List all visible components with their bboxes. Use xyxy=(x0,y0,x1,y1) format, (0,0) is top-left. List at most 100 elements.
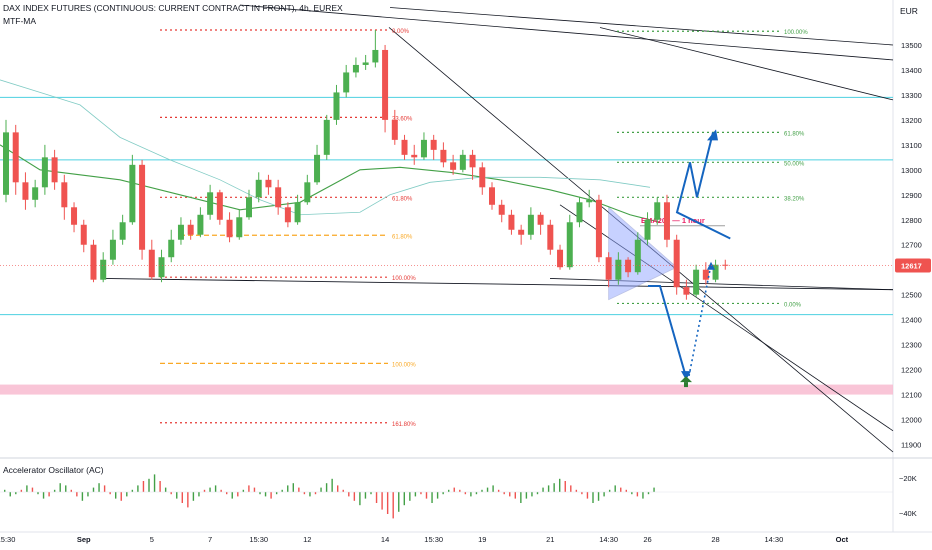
candle-body xyxy=(401,139,408,155)
candle-body xyxy=(80,224,87,245)
oscillator-bar xyxy=(15,492,17,495)
oscillator-bar xyxy=(92,487,95,492)
oscillator-label: Accelerator Oscillator (AC) xyxy=(3,465,104,475)
candle-body xyxy=(51,157,58,183)
fib-level-label: 100.00% xyxy=(392,276,416,282)
oscillator-bar xyxy=(370,492,372,495)
oscillator-bar xyxy=(181,492,183,503)
time-tick-label: 7 xyxy=(208,535,212,544)
projection-path-up xyxy=(675,132,731,240)
candle-body xyxy=(90,244,97,280)
candle-body xyxy=(41,157,48,188)
moving-average-line xyxy=(0,144,661,223)
price-tick-label: 13300 xyxy=(901,91,922,100)
candle-body xyxy=(420,139,427,158)
oscillator-bar xyxy=(81,492,84,501)
candle-body xyxy=(61,182,68,208)
oscillator-bar xyxy=(553,483,555,492)
oscillator-bar xyxy=(9,492,11,497)
price-tick-label: 12700 xyxy=(901,241,922,250)
candle-body xyxy=(663,202,670,240)
buy-marker-stem xyxy=(684,382,688,388)
oscillator-bar xyxy=(497,489,500,492)
candle-body xyxy=(459,154,466,170)
candle-body xyxy=(246,197,252,218)
oscillator-bar xyxy=(620,487,622,492)
oscillator-bar xyxy=(453,487,455,492)
price-tick-label: 13200 xyxy=(901,116,922,125)
oscillator-bar xyxy=(259,492,261,495)
candle-body xyxy=(566,222,573,268)
candle-body xyxy=(576,202,583,223)
oscillator-bar xyxy=(509,492,511,497)
oscillator-bar xyxy=(292,483,294,492)
oscillator-bar xyxy=(348,492,350,497)
oscillator-bar xyxy=(559,478,561,492)
candle-body xyxy=(197,214,204,235)
candle-body xyxy=(508,214,515,230)
time-tick-label: 21 xyxy=(546,535,554,544)
oscillator-bar xyxy=(270,492,272,499)
price-tick-label: 11900 xyxy=(901,441,921,450)
oscillator-bar xyxy=(597,492,600,501)
last-price-label: 12617 xyxy=(901,261,922,270)
oscillator-bar xyxy=(281,489,283,492)
oscillator-bar xyxy=(209,487,211,492)
candle-body xyxy=(139,164,146,250)
oscillator-bar xyxy=(53,489,56,492)
oscillator-bar xyxy=(448,489,450,492)
candle-body xyxy=(32,187,39,200)
time-tick-label: 15:30 xyxy=(0,535,15,544)
candle-body xyxy=(722,264,729,266)
candle-body xyxy=(702,269,709,280)
candle-body xyxy=(469,154,476,168)
candle-body xyxy=(634,239,641,273)
oscillator-bar xyxy=(531,492,533,497)
candle-body xyxy=(148,249,155,278)
candle-body xyxy=(207,192,214,215)
oscillator-bar xyxy=(653,487,655,492)
fib-level-label: 161.80% xyxy=(392,422,416,428)
fib-level-label: 38.20% xyxy=(784,196,805,202)
candle-body xyxy=(489,187,495,205)
candle-body xyxy=(595,199,602,258)
candle-body xyxy=(382,49,389,120)
oscillator-bar xyxy=(248,485,250,492)
buy-marker xyxy=(680,376,692,383)
oscillator-bar xyxy=(48,492,50,497)
trendline xyxy=(599,27,894,101)
price-tick-label: 12300 xyxy=(901,341,922,350)
oscillator-bar xyxy=(153,474,156,492)
oscillator-bar xyxy=(625,489,627,492)
oscillator-bar xyxy=(409,492,411,501)
oscillator-bar xyxy=(320,487,322,492)
oscillator-bar xyxy=(442,492,444,495)
oscillator-bar xyxy=(392,492,394,519)
oscillator-bar xyxy=(331,478,333,492)
price-tick-label: 13500 xyxy=(901,41,922,50)
price-tick-label: 13000 xyxy=(901,166,922,175)
candle-body xyxy=(109,239,116,260)
candle-body xyxy=(265,179,272,188)
candle-body xyxy=(586,199,593,203)
oscillator-bar xyxy=(231,492,233,499)
arrow-head xyxy=(707,129,718,141)
oscillator-bar xyxy=(398,492,400,512)
oscillator-bar xyxy=(536,492,539,495)
oscillator-bar xyxy=(42,492,45,499)
candle-body xyxy=(673,239,680,288)
trendline xyxy=(239,4,894,61)
oscillator-bar xyxy=(547,485,550,492)
candle-body xyxy=(557,249,564,268)
oscillator-bar xyxy=(142,481,145,492)
candle-body xyxy=(158,257,165,278)
oscillator-bar xyxy=(164,487,167,492)
oscillator-bar xyxy=(486,487,489,492)
candle-body xyxy=(343,72,350,93)
oscillator-bar xyxy=(264,492,267,497)
oscillator-bar xyxy=(425,492,428,499)
oscillator-bar xyxy=(137,485,139,492)
oscillator-bar xyxy=(98,483,100,492)
oscillator-bar xyxy=(525,492,528,499)
